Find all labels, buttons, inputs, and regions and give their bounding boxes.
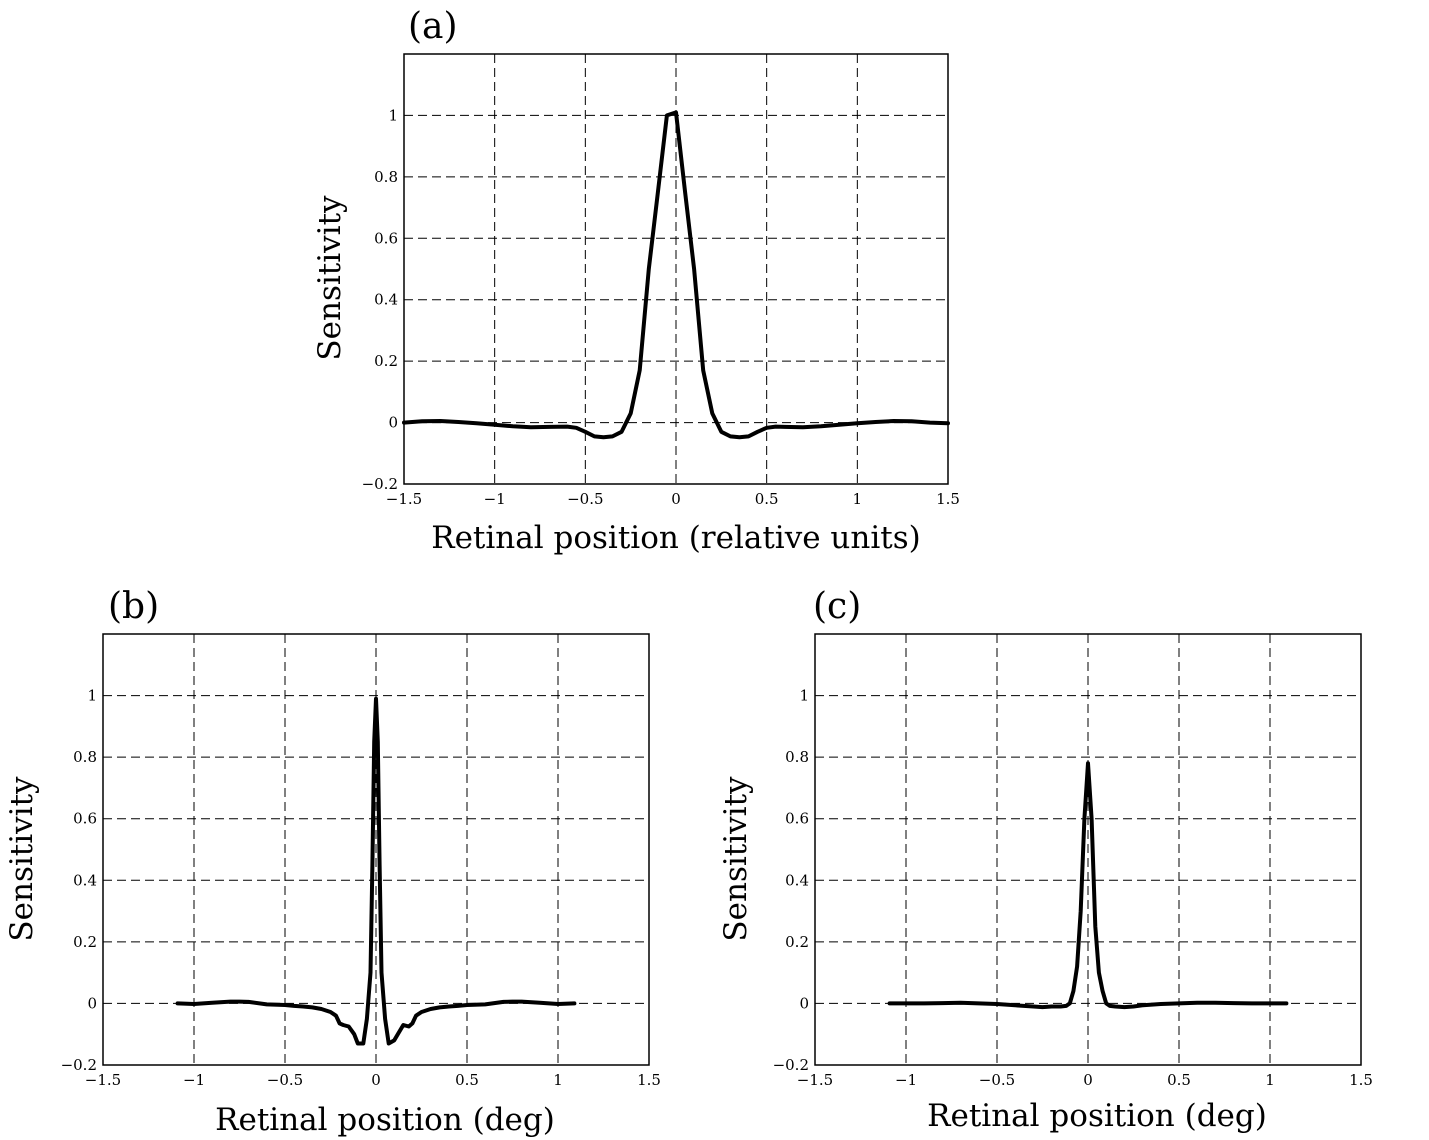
x-tick-label: 0.5 [755, 490, 779, 508]
y-tick-label: 0 [799, 994, 809, 1012]
y-tick-label: 0.2 [785, 933, 809, 951]
panel-c: (c) Sensitivity Retinal position (deg) −… [718, 586, 1373, 1134]
plot-frame [403, 53, 949, 485]
x-tick-label: 1.5 [1349, 1071, 1373, 1089]
y-tick-label: 0.6 [73, 810, 97, 828]
plot-frame [102, 633, 650, 1066]
y-tick-label: 0.4 [785, 871, 809, 889]
y-axis-label: Sensitivity [312, 195, 348, 361]
y-tick-label: 1 [799, 687, 809, 705]
sensitivity-curve [402, 110, 950, 440]
y-axis-label: Sensitivity [718, 776, 754, 942]
y-tick-label: −0.2 [61, 1056, 97, 1074]
x-axis-label: Retinal position (deg) [215, 1102, 555, 1138]
x-tick-label: −0.5 [267, 1071, 303, 1089]
x-axis-label: Retinal position (relative units) [431, 520, 921, 556]
x-tick-label: −0.5 [567, 490, 603, 508]
x-tick-label: 1 [1265, 1071, 1275, 1089]
panel-label: (b) [108, 586, 159, 627]
plot-frame [814, 633, 1362, 1066]
x-tick-label: 1.5 [637, 1071, 661, 1089]
y-tick-label: −0.2 [773, 1056, 809, 1074]
y-tick-label: 0.8 [374, 168, 398, 186]
y-tick-label: 1 [87, 687, 97, 705]
x-tick-label: −1 [895, 1071, 917, 1089]
x-axis-label: Retinal position (deg) [927, 1098, 1267, 1134]
y-tick-label: 1 [388, 106, 398, 124]
panel-a: (a) Sensitivity Retinal position (relati… [312, 6, 960, 556]
x-tick-label: 0.5 [455, 1071, 479, 1089]
y-tick-label: 0.6 [374, 229, 398, 247]
x-tick-label: 1 [553, 1071, 563, 1089]
y-tick-label: 0.4 [73, 871, 97, 889]
y-tick-label: 0.6 [785, 810, 809, 828]
y-tick-label: 0.4 [374, 291, 398, 309]
y-tick-label: 0.8 [73, 748, 97, 766]
x-tick-label: −1.5 [85, 1071, 121, 1089]
x-tick-label: 0 [671, 490, 681, 508]
y-axis-label: Sensitivity [4, 776, 40, 942]
x-tick-label: 1 [853, 490, 863, 508]
y-tick-label: 0.2 [73, 933, 97, 951]
sensitivity-curve [887, 761, 1289, 1010]
y-tick-label: 0 [87, 994, 97, 1012]
panel-label: (c) [813, 586, 861, 627]
x-tick-label: −1.5 [386, 490, 422, 508]
y-tick-label: 0 [388, 414, 398, 432]
x-tick-label: −1 [484, 490, 506, 508]
y-tick-label: 0.2 [374, 352, 398, 370]
x-tick-label: −1 [183, 1071, 205, 1089]
sensitivity-curve [175, 696, 577, 1046]
x-tick-label: 1.5 [936, 490, 960, 508]
x-tick-label: −1.5 [797, 1071, 833, 1089]
y-tick-label: 0.8 [785, 748, 809, 766]
x-tick-label: 0 [371, 1071, 381, 1089]
y-tick-label: −0.2 [362, 475, 398, 493]
x-tick-label: 0 [1083, 1071, 1093, 1089]
x-tick-label: 0.5 [1167, 1071, 1191, 1089]
panel-b: (b) Sensitivity Retinal position (deg) −… [4, 586, 661, 1138]
x-tick-label: −0.5 [979, 1071, 1015, 1089]
panel-label: (a) [408, 6, 458, 47]
